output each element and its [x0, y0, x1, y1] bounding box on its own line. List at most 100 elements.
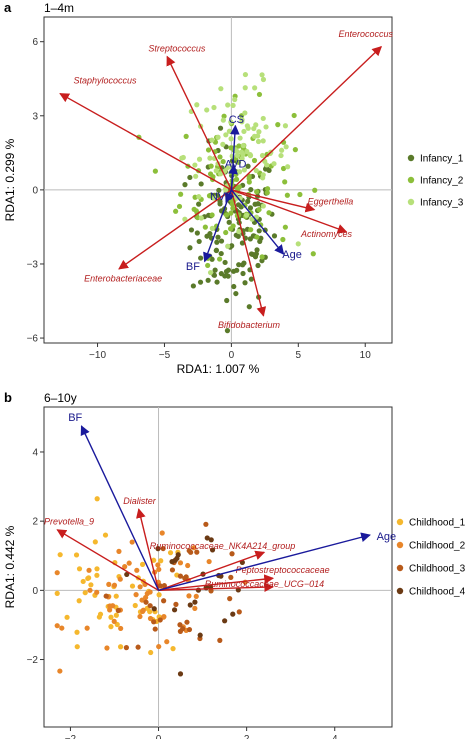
sample-point — [169, 559, 175, 565]
panel-subtitle: 1–4m — [44, 1, 74, 15]
sample-point — [54, 623, 60, 629]
sample-point — [148, 649, 154, 656]
sample-point — [195, 587, 202, 593]
sample-point — [228, 574, 234, 580]
species-arrow — [231, 189, 348, 234]
legend-swatch — [407, 198, 415, 206]
sample-point — [194, 549, 200, 555]
sample-point — [113, 612, 119, 618]
sample-point — [84, 625, 90, 631]
sample-point — [118, 625, 124, 632]
sample-point — [94, 496, 100, 502]
sample-point — [94, 589, 100, 595]
sample-point — [260, 175, 266, 181]
sample-point — [126, 560, 132, 566]
sample-point — [230, 611, 236, 617]
sample-point — [236, 609, 242, 615]
species-arrow — [158, 550, 266, 592]
sample-point — [239, 240, 246, 246]
factor-arrow — [228, 164, 238, 190]
factor-label: BF — [68, 412, 82, 424]
sample-point — [140, 607, 146, 613]
factor-label: CS — [229, 114, 244, 126]
sample-point — [248, 186, 254, 193]
sample-point — [160, 545, 166, 552]
sample-point — [147, 615, 154, 622]
sample-point — [116, 548, 122, 554]
sample-point — [143, 599, 149, 605]
plot-frame — [43, 406, 393, 728]
sample-point — [228, 119, 234, 125]
sample-point — [253, 122, 259, 128]
sample-point — [92, 539, 98, 545]
sample-point — [152, 168, 158, 174]
sample-point — [255, 138, 262, 145]
sample-point — [256, 91, 263, 98]
sample-point — [158, 558, 164, 564]
species-arrow — [166, 55, 233, 191]
sample-point — [208, 588, 214, 594]
sample-point — [129, 583, 136, 589]
sample-point — [230, 205, 236, 211]
sample-point — [171, 607, 178, 613]
sample-point — [207, 155, 213, 161]
species-arrow — [118, 189, 232, 270]
y-tick-label: −6 — [27, 334, 39, 345]
sample-point — [259, 152, 266, 159]
y-tick-label: 6 — [32, 37, 38, 48]
sample-point — [255, 262, 261, 269]
sample-point — [236, 143, 242, 149]
panel-letter: a — [4, 0, 12, 15]
sample-point — [157, 617, 163, 623]
y-tick-label: 3 — [32, 111, 38, 122]
sample-point — [251, 157, 258, 164]
legend-entry: Childhood_2 — [409, 541, 466, 552]
sample-point — [209, 547, 216, 553]
species-label: Bifidobacterium — [218, 320, 281, 330]
sample-point — [239, 117, 245, 123]
sample-point — [312, 187, 318, 193]
species-arrow — [158, 582, 275, 593]
sample-point — [212, 267, 218, 273]
factor-label: Age — [282, 249, 302, 261]
sample-point — [217, 171, 224, 177]
sample-point — [137, 584, 143, 590]
sample-point — [271, 161, 277, 167]
x-tick-label: 4 — [332, 734, 338, 739]
species-arrow — [230, 189, 267, 317]
sample-point — [279, 147, 285, 153]
sample-point — [282, 224, 288, 230]
species-arrow — [231, 189, 316, 213]
y-tick-label: 4 — [32, 447, 38, 458]
sample-point — [240, 142, 246, 149]
sample-point — [278, 152, 284, 159]
sample-point — [235, 159, 242, 165]
sample-point — [209, 225, 215, 231]
species-label: Dialister — [123, 496, 157, 506]
sample-point — [228, 210, 234, 216]
sample-point — [222, 618, 228, 624]
factor-arrow — [230, 189, 285, 255]
species-label: Enterococcus — [338, 29, 393, 39]
sample-point — [205, 147, 212, 153]
sample-points — [136, 71, 318, 334]
legend-swatch — [396, 518, 404, 526]
sample-point — [169, 567, 176, 573]
sample-point — [202, 224, 208, 230]
sample-point — [234, 152, 241, 159]
sample-point — [186, 626, 193, 633]
sample-point — [233, 176, 240, 182]
panel-letter: b — [4, 390, 12, 405]
sample-point — [104, 645, 110, 651]
sample-point — [259, 72, 265, 78]
sample-point — [94, 566, 100, 572]
x-tick-label: −2 — [65, 734, 77, 739]
sample-point — [187, 602, 193, 608]
sample-point — [241, 260, 247, 266]
species-label: Prevotella_9 — [44, 517, 94, 527]
legend-swatch — [396, 541, 404, 549]
sample-point — [117, 576, 123, 582]
sample-point — [217, 201, 223, 207]
sample-point — [260, 203, 266, 209]
sample-point — [254, 189, 260, 195]
